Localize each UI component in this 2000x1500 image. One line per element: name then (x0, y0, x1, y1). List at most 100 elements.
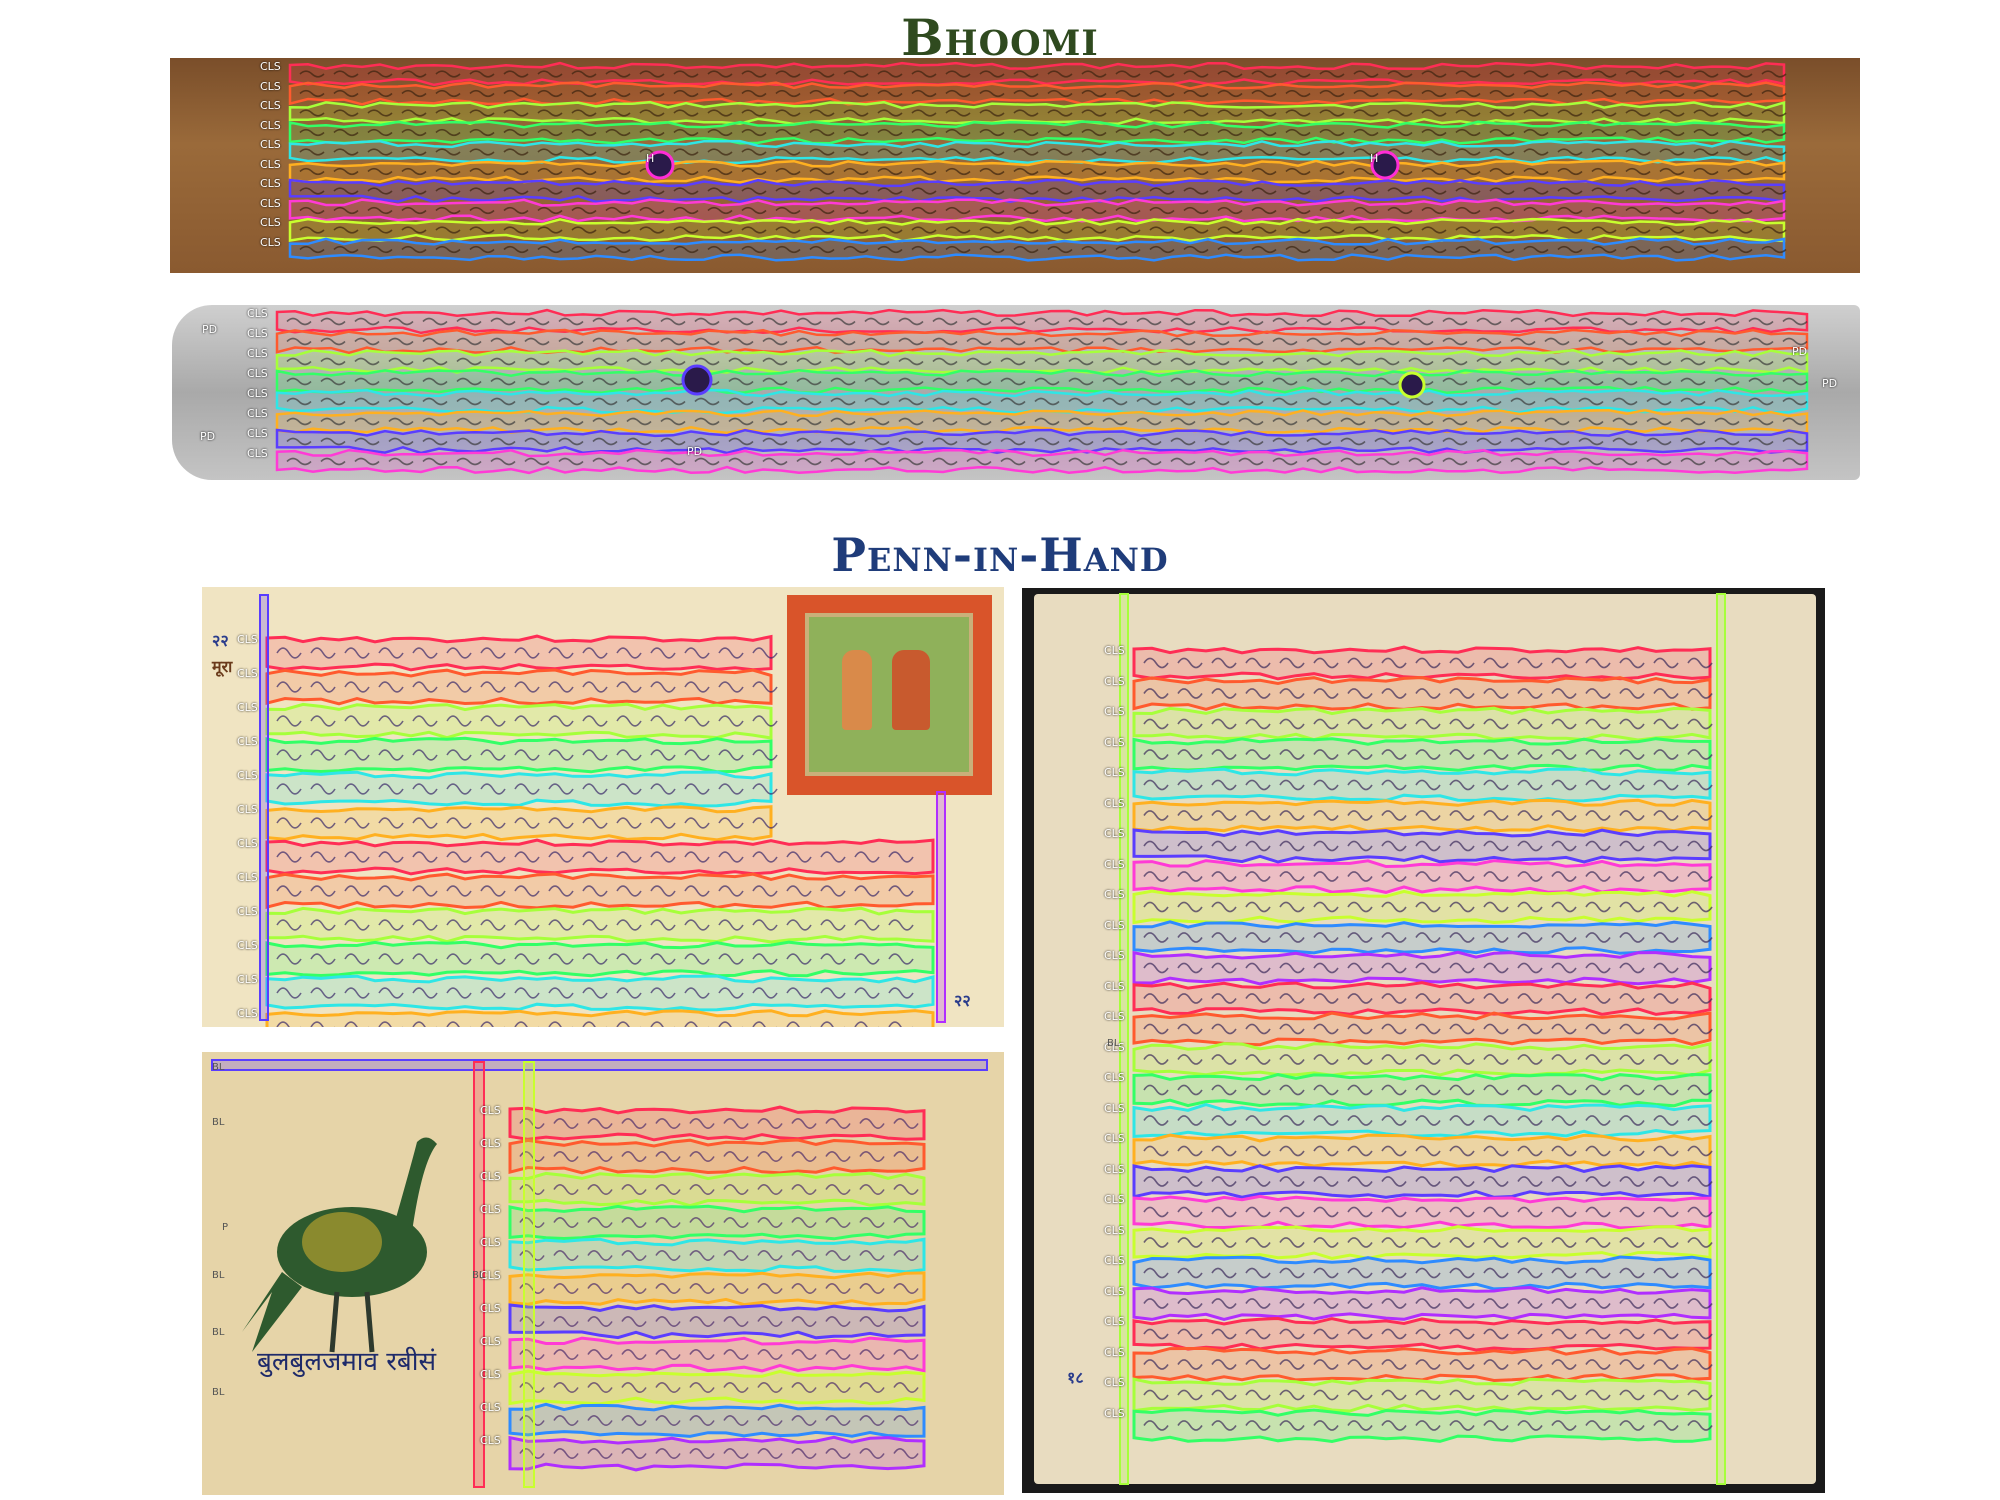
cls-label: CLS (247, 327, 268, 340)
cls-label: CLS (260, 118, 281, 132)
text-line-region (265, 974, 935, 1012)
text-line-region (288, 100, 1787, 126)
cls-label: CLS (1104, 1345, 1125, 1359)
text-line-region (1132, 1346, 1713, 1383)
bl-label: BL (1107, 1038, 1120, 1049)
cls-label: CLS (260, 235, 281, 249)
text-line-region (1132, 859, 1713, 894)
leaf1-annotation-overlay (288, 61, 1787, 262)
bl-label: BL (212, 1117, 225, 1128)
text-line-region (508, 1204, 926, 1241)
pd-label: PD (687, 445, 703, 458)
cls-label: CLS (260, 177, 281, 190)
penn-full-text-page: १८ CLS CLS CLS CLS CLS CLS CLS CLS CLS CLS CLS CLS C… (1022, 588, 1825, 1493)
cls-label: CLS (247, 367, 268, 380)
cls-label: CLS (1104, 949, 1125, 962)
cls-label: CLS (260, 216, 281, 229)
cls-label: CLS (247, 387, 268, 400)
cls-label: CLS (480, 1137, 501, 1150)
text-line-region (508, 1435, 926, 1472)
cls-label: CLS (1104, 796, 1125, 810)
cls-label: CLS (260, 99, 281, 112)
text-line-region (1132, 1164, 1713, 1199)
cls-label: CLS (1104, 827, 1125, 840)
text-line-region (508, 1402, 926, 1438)
cls-label: CLS (260, 157, 281, 171)
text-line-region (508, 1369, 926, 1406)
text-line-region (1132, 1133, 1713, 1169)
cls-label: CLS (237, 803, 258, 816)
boundary-line-region (211, 1059, 988, 1071)
boundary-line-region (936, 791, 946, 1023)
text-line-region (1132, 828, 1713, 864)
cls-label: CLS (1104, 1284, 1125, 1298)
cls-label: CLS (480, 1203, 501, 1216)
cls-label: CLS (1104, 918, 1125, 932)
p-label: P (222, 1222, 229, 1233)
penn-page-with-miniature: २२ मूरा २२ CLS CLS CLS CLS CLS CLS CLS CLS CLS CL… (202, 587, 1004, 1027)
text-line-region (1132, 1194, 1713, 1230)
text-line-region (275, 368, 1809, 395)
text-line-region (288, 237, 1787, 262)
cls-label: CLS (260, 196, 281, 210)
pd-label: PD (202, 323, 218, 336)
page1-folio-number-right: २२ (954, 991, 971, 1010)
text-line-region (288, 159, 1787, 184)
text-line-region (508, 1105, 926, 1142)
cls-label: CLS (480, 1335, 501, 1348)
h-label: H (646, 152, 655, 165)
cls-label: CLS (260, 60, 281, 73)
h-label: H (1370, 152, 1379, 165)
text-line-region (1132, 1316, 1713, 1352)
cls-label: CLS (260, 138, 281, 151)
boundary-line-region (1119, 593, 1129, 1485)
text-line-region (1132, 767, 1713, 803)
text-line-region (1132, 737, 1713, 772)
cls-label: CLS (1104, 735, 1125, 749)
miniature-painting (787, 595, 992, 795)
cls-label: CLS (1104, 1071, 1125, 1084)
text-line-region (1132, 950, 1713, 986)
hole-marker (645, 150, 675, 180)
text-line-region (288, 198, 1787, 223)
page3-annotation-overlay (1119, 593, 1726, 1485)
cls-label: CLS (247, 407, 268, 420)
boundary-line-region (1716, 593, 1726, 1485)
text-line-region (1132, 645, 1713, 681)
cls-label: CLS (480, 1236, 501, 1249)
cls-label: CLS (1104, 674, 1125, 688)
text-line-region (1132, 1011, 1713, 1047)
bl-label: BL (212, 1270, 225, 1281)
text-line-region (1132, 706, 1713, 742)
text-line-region (275, 388, 1809, 415)
bird-caption: बुलबुलजमाव रबीसं (257, 1347, 437, 1377)
text-line-region (1132, 1255, 1713, 1291)
cls-label: CLS (1104, 1193, 1125, 1206)
cls-label: CLS (480, 1302, 501, 1315)
boundary-line-region (473, 1061, 485, 1488)
text-line-region (265, 872, 935, 910)
page1-annotation-overlay (259, 594, 946, 1027)
text-line-region (1132, 1103, 1713, 1138)
text-line-region (1132, 889, 1713, 925)
cls-label: CLS (247, 347, 268, 360)
cls-label: CLS (237, 939, 258, 952)
page1-folio-label-left: मूरा (212, 657, 233, 676)
text-line-region (265, 634, 778, 672)
bhoomi-palm-leaf-1: CLS CLS CLS CLS CLS CLS CLS CLS CLS CLS H H (170, 58, 1860, 273)
cls-label: CLS (237, 1007, 258, 1020)
text-line-region (1132, 1377, 1713, 1413)
text-line-region (265, 805, 778, 842)
cls-label: CLS (1104, 1223, 1125, 1237)
pd-label: PD (200, 430, 216, 443)
text-line-region (508, 1303, 926, 1340)
hole-marker (1398, 371, 1426, 399)
cls-label: CLS (1104, 1376, 1125, 1389)
bl-label: BL (472, 1270, 485, 1281)
pd-label: PD (1792, 345, 1808, 358)
text-line-region (265, 940, 935, 978)
cls-label: CLS (247, 427, 268, 440)
boundary-line-region (523, 1061, 535, 1488)
text-line-region (508, 1237, 926, 1274)
penn-in-hand-title: Penn-in-Hand (831, 528, 1169, 582)
